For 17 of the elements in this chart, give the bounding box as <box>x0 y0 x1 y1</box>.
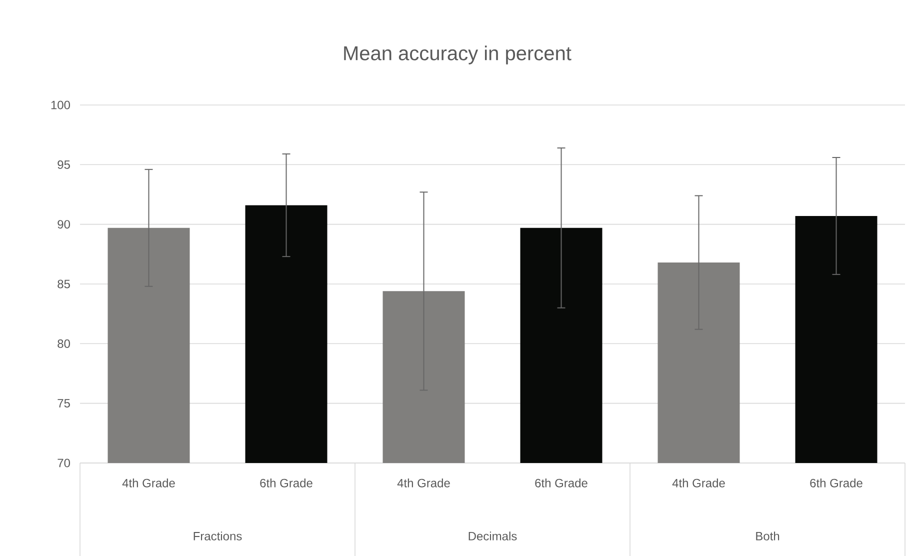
x-tick-label: 4th Grade <box>122 478 175 488</box>
x-tick-label: 4th Grade <box>397 478 450 488</box>
y-tick-label: 70 <box>58 458 70 468</box>
x-tick-label: 6th Grade <box>535 478 588 488</box>
chart-title: Mean accuracy in percent <box>344 45 572 64</box>
text: Decimals <box>468 531 517 540</box>
x-tick-label: 6th Grade <box>260 478 312 488</box>
x-tick-label: 4th Grade <box>672 478 725 488</box>
y-tick-label: 95 <box>58 160 70 169</box>
y-tick-label: 85 <box>58 280 70 288</box>
y-tick-label: 80 <box>58 339 70 348</box>
text: Both <box>756 531 780 540</box>
y-tick-label: 100 <box>51 100 70 110</box>
x-tick-label: 6th Grade <box>810 478 862 488</box>
y-tick-label: 90 <box>58 220 70 228</box>
y-tick-label: 75 <box>58 398 70 408</box>
text: Fractions <box>194 531 242 540</box>
